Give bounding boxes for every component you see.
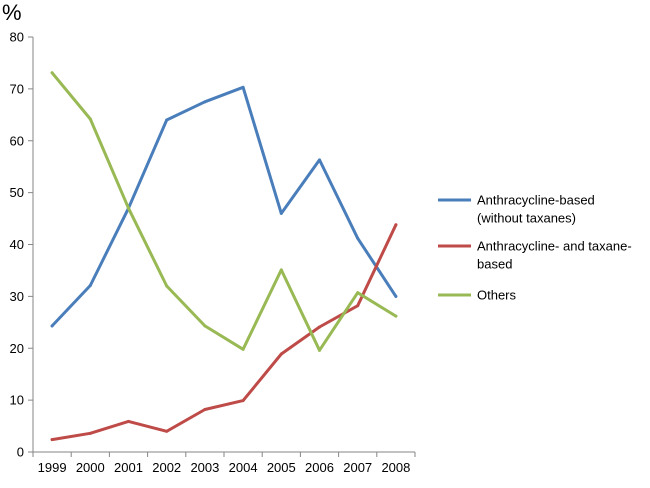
data-point (127, 419, 130, 423)
legend-label-line: (without taxanes) (477, 211, 576, 226)
x-tick-label: 2001 (114, 460, 143, 475)
y-tick-label: 70 (10, 81, 24, 96)
x-tick-label: 2002 (152, 460, 181, 475)
x-tick-label: 2005 (267, 460, 296, 475)
x-tick-label: 2007 (343, 460, 372, 475)
data-point (203, 407, 207, 411)
data-point (394, 294, 398, 298)
y-tick-label: 80 (10, 30, 24, 45)
series-lines (50, 71, 398, 442)
y-tick-label: 20 (10, 341, 24, 356)
data-point (356, 291, 360, 295)
x-tick-label: 2003 (190, 460, 219, 475)
legend-label-2: Anthracycline- and taxane-based (477, 239, 632, 272)
data-point (50, 324, 54, 328)
y-tick-label: 30 (10, 289, 24, 304)
data-point (318, 348, 321, 352)
data-point (279, 352, 283, 356)
legend-label-line: Anthracycline- and taxane- (477, 239, 632, 254)
data-point (356, 236, 360, 240)
axes: 0 10 20 30 40 50 60 70 80 1999 2000 2001 2002 2003 200… (10, 30, 416, 475)
data-point (165, 429, 169, 433)
data-point (203, 324, 207, 328)
legend-label-1: Anthracycline-based (without taxanes) (477, 193, 595, 226)
series-line-3 (50, 71, 398, 352)
data-point (394, 223, 398, 227)
data-point (88, 431, 92, 435)
data-point (165, 284, 169, 288)
legend: Anthracycline-based (without taxanes)Anth… (438, 193, 632, 303)
y-axis-unit-label: % (2, 0, 22, 25)
y-tick-label: 0 (17, 445, 24, 460)
y-tick-label: 40 (10, 237, 24, 252)
x-tick-label: 2004 (229, 460, 258, 475)
data-point (318, 325, 321, 329)
x-tick-label: 2008 (381, 460, 410, 475)
y-tick-label: 50 (10, 185, 24, 200)
legend-label-line: Anthracycline-based (477, 193, 595, 208)
series-line-2 (50, 223, 398, 442)
x-tick-label: 2000 (76, 460, 105, 475)
data-point (279, 268, 283, 272)
data-point (50, 438, 54, 442)
data-point (241, 85, 245, 89)
data-point (394, 314, 398, 318)
x-tick-label: 1999 (38, 460, 67, 475)
data-point (203, 100, 207, 104)
y-tick-label: 60 (10, 133, 24, 148)
series-line-1 (50, 85, 398, 328)
data-point (165, 118, 169, 122)
x-tick-label: 2006 (305, 460, 334, 475)
data-point (241, 399, 245, 403)
data-point (88, 283, 92, 287)
data-point (88, 117, 92, 121)
data-point (127, 206, 130, 210)
data-point (318, 158, 321, 162)
legend-label-line: based (477, 257, 512, 272)
legend-label-line: Others (477, 288, 517, 303)
y-tick-label: 10 (10, 393, 24, 408)
data-point (50, 71, 54, 75)
legend-label-3: Others (477, 288, 517, 303)
data-point (279, 211, 283, 215)
data-point (356, 304, 360, 308)
data-point (241, 347, 245, 351)
